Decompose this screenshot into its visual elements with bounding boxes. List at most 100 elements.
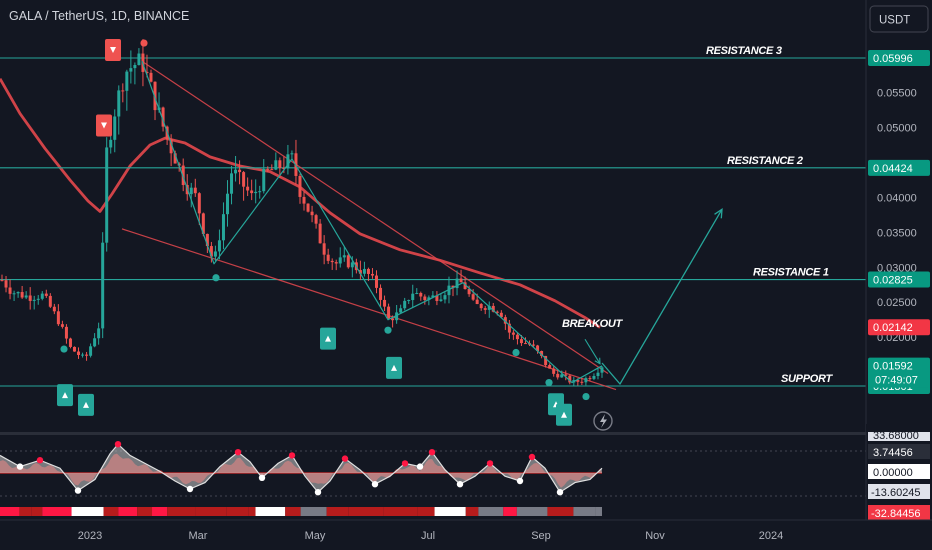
candle — [507, 320, 511, 339]
candle — [52, 303, 56, 315]
candle-body — [286, 154, 290, 169]
candle-body — [536, 345, 540, 351]
osc-tick-2: -13.60245 — [871, 487, 921, 499]
candle-body — [282, 167, 286, 169]
candle-body — [374, 275, 378, 288]
oscillator-peak-dot — [36, 457, 44, 464]
lightning-icon[interactable] — [593, 411, 613, 431]
buy-marker[interactable] — [556, 403, 572, 426]
oscillator-trough-dot — [258, 474, 266, 481]
signal-strip-segment — [478, 507, 504, 516]
down-arrow-icon — [110, 47, 116, 54]
candle-body — [334, 262, 338, 264]
signal-strip-segment — [255, 507, 286, 516]
signal-strip-segment — [595, 507, 602, 516]
candle-body — [560, 374, 564, 378]
candle-body — [121, 90, 125, 92]
candle — [556, 369, 560, 380]
projection-path[interactable] — [601, 208, 723, 385]
signal-dot — [512, 348, 520, 357]
candle — [479, 302, 483, 311]
candle — [68, 337, 72, 349]
markers-layer — [57, 39, 590, 426]
buy-marker[interactable] — [386, 356, 402, 379]
candle-body — [495, 311, 499, 313]
candle — [427, 295, 431, 306]
buy-marker[interactable] — [57, 384, 73, 407]
candle — [374, 270, 378, 294]
candle — [395, 304, 399, 324]
candle-body — [209, 246, 213, 257]
candle-body — [310, 211, 314, 216]
currency-button[interactable]: USDT — [869, 5, 929, 33]
signal-strip-segment — [248, 507, 256, 516]
candle-body — [540, 350, 544, 356]
level-tag-2-bg[interactable] — [868, 271, 930, 288]
pane-separator[interactable] — [0, 432, 866, 435]
candle — [511, 330, 515, 340]
sell-marker[interactable] — [105, 39, 121, 62]
candle-body — [395, 312, 399, 321]
candle-body — [97, 328, 101, 339]
buy-marker[interactable] — [320, 327, 336, 350]
candle-body — [314, 215, 318, 224]
current-price-tag-bg[interactable] — [868, 357, 930, 388]
candle-body — [105, 147, 109, 243]
candle-body — [72, 346, 76, 352]
price-scale[interactable] — [866, 0, 932, 520]
candle — [463, 276, 467, 290]
oscillator-peak-dot — [341, 455, 349, 462]
signal-strip-segment — [31, 507, 43, 516]
candle-body — [427, 297, 431, 301]
osc-top-tag: 33.68000 — [873, 430, 919, 442]
osc-top-mask — [866, 424, 932, 432]
moving-average-line — [0, 78, 601, 329]
candle — [270, 164, 274, 171]
oscillator-peak-dot — [528, 453, 536, 461]
candle-body — [109, 139, 113, 148]
candle-body — [40, 293, 44, 299]
candle — [0, 274, 4, 282]
candle-body — [238, 169, 242, 173]
candle-body — [411, 293, 415, 301]
candle — [81, 352, 85, 358]
symbol-title: GALA / TetherUS, 1D, BINANCE — [9, 9, 189, 23]
candle-body — [201, 213, 205, 234]
time-tick-6: 2024 — [759, 530, 783, 542]
candle-body — [467, 289, 471, 295]
candle — [137, 48, 141, 66]
candle-body — [153, 81, 157, 111]
candle — [536, 344, 540, 354]
up-arrow-icon — [83, 401, 89, 408]
signal-dot — [582, 392, 590, 401]
level-tag-0: 0.05996 — [873, 53, 913, 65]
candle — [455, 270, 459, 296]
buy-marker[interactable] — [78, 393, 94, 416]
candle-body — [346, 255, 350, 268]
level-label-0: RESISTANCE 3 — [706, 45, 782, 57]
ma-tag-bg[interactable] — [868, 319, 930, 336]
candle-body — [532, 344, 536, 346]
candle — [8, 279, 12, 300]
candle — [483, 305, 487, 315]
sell-marker[interactable] — [96, 114, 112, 137]
moving-average-layer — [0, 78, 601, 329]
wedge-layer — [121, 60, 617, 391]
candle-body — [193, 187, 197, 194]
candle — [109, 134, 113, 154]
candle — [89, 343, 93, 358]
oscillator-trough-dot — [556, 489, 564, 496]
candle — [16, 291, 20, 298]
candle-body — [234, 169, 238, 174]
level-tag-1-bg[interactable] — [868, 159, 930, 176]
candle-body — [451, 285, 455, 289]
candle-body — [342, 255, 346, 258]
candle-body — [117, 90, 121, 117]
level-tag-0-bg[interactable] — [868, 50, 930, 66]
candle-body — [370, 273, 374, 276]
signal-dot — [384, 326, 392, 334]
candle — [435, 291, 439, 306]
candle — [334, 259, 338, 271]
candle-body — [391, 318, 395, 321]
